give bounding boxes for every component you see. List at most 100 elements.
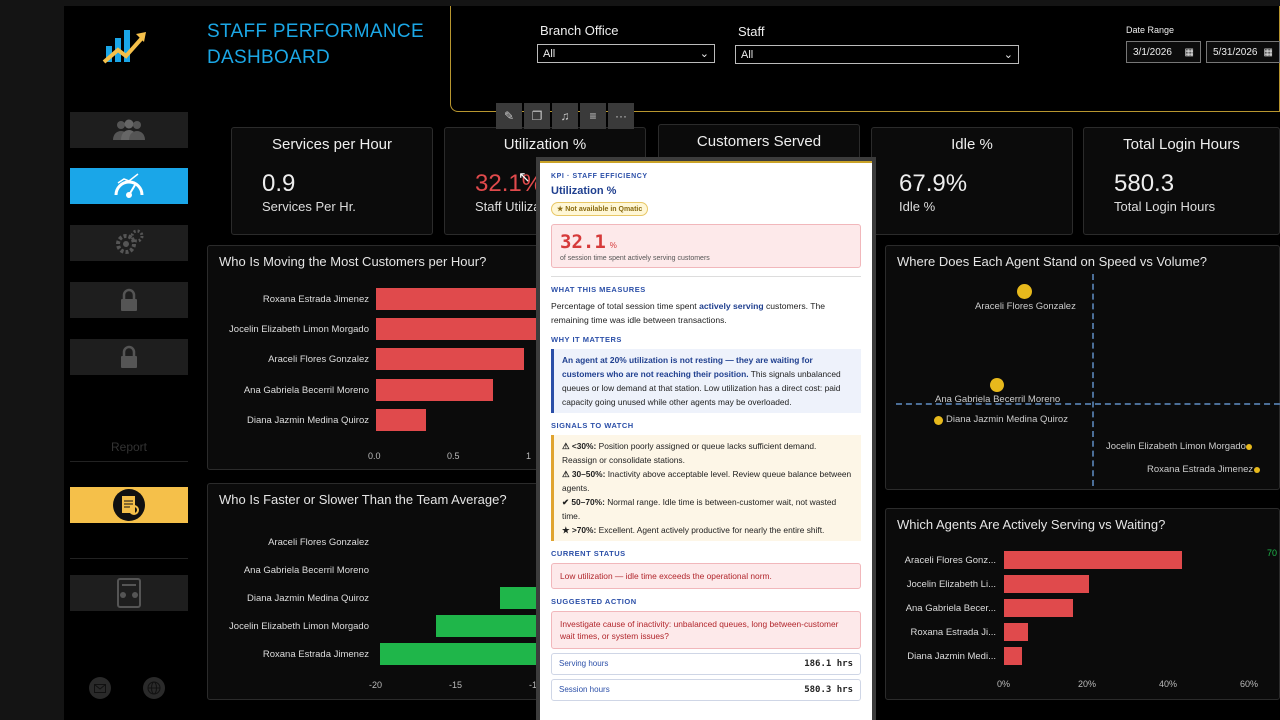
kpi-category: KPI · STAFF EFFICIENCY — [551, 173, 648, 180]
bar-label: Araceli Flores Gonzalez — [268, 354, 369, 365]
bar — [1004, 623, 1028, 641]
avg-y-line — [896, 403, 1280, 405]
bar — [380, 643, 536, 665]
nav-locked-1[interactable] — [70, 282, 188, 318]
signals-callout: ⚠ <30%: Position poorly assigned or queu… — [551, 435, 861, 541]
copy-icon[interactable]: ❐ — [524, 103, 550, 129]
app-logo-icon — [100, 24, 150, 70]
point-label: Araceli Flores Gonzalez — [975, 301, 1076, 312]
pin-icon[interactable]: ✎ — [496, 103, 522, 129]
bar-label: Diana Jazmin Medina Quiroz — [247, 415, 369, 426]
scatter-point — [1254, 467, 1260, 473]
scatter-point — [1246, 444, 1252, 450]
chart-title: Who Is Moving the Most Customers per Hou… — [219, 254, 487, 269]
bar — [1004, 599, 1073, 617]
kpi-title: Services per Hour — [271, 136, 393, 153]
chevron-down-icon: ⌄ — [1003, 49, 1013, 61]
scatter-point — [990, 378, 1004, 392]
section-heading: WHAT THIS MEASURES — [551, 285, 646, 294]
filter-icon[interactable]: ≡ — [580, 103, 606, 129]
scatter-point — [934, 416, 943, 425]
lock-icon — [121, 288, 137, 311]
chart-serving-panel: Which Agents Are Actively Serving vs Wai… — [885, 508, 1280, 700]
x-tick-label: -1 — [529, 680, 538, 690]
x-tick-label: 0.5 — [447, 451, 460, 461]
bar-label: Jocelin Elizabeth Limon Morgado — [229, 324, 369, 335]
bar — [500, 587, 536, 609]
chart-title: Which Agents Are Actively Serving vs Wai… — [897, 517, 1166, 532]
divider — [70, 461, 188, 462]
kpi-subtitle: Idle % — [899, 199, 936, 214]
chart-scatter-panel: Where Does Each Agent Stand on Speed vs … — [885, 245, 1280, 490]
bar-label: Roxana Estrada Jimenez — [262, 294, 369, 305]
kpi-subtitle: Services Per Hr. — [262, 199, 356, 214]
bar-label: Jocelin Elizabeth Li... — [906, 579, 996, 590]
globe-icon[interactable] — [143, 677, 165, 699]
point-label: Jocelin Elizabeth Limon Morgado — [1106, 441, 1246, 452]
kpi-value: 32.1% — [475, 170, 544, 197]
kpi-title: Utilization % — [503, 136, 587, 153]
kpi-title: Total Login Hours — [1123, 136, 1240, 153]
bar-label: Jocelin Elizabeth Limon Morgado — [229, 621, 369, 632]
bar-label: Diana Jazmin Medina Quiroz — [247, 593, 369, 604]
nav-report[interactable] — [70, 487, 188, 523]
bell-icon[interactable]: ♫ — [552, 103, 578, 129]
kpi-value: 67.9% — [899, 170, 968, 197]
value-box: 32.1% of session time spent actively ser… — [551, 224, 861, 268]
bar — [376, 409, 426, 431]
nav-settings[interactable] — [70, 225, 188, 261]
end-date-input[interactable]: 5/31/2026 ▦ — [1206, 41, 1280, 63]
nav-staff[interactable] — [70, 112, 188, 148]
kpi-title: Idle % — [951, 136, 993, 153]
people-icon — [113, 119, 145, 140]
status-box: Low utilization — idle time exceeds the … — [551, 563, 861, 589]
tooltip-title: Utilization % — [551, 185, 617, 197]
divider — [551, 276, 861, 277]
cursor-icon: ↖ — [518, 169, 531, 186]
agents-icon — [117, 578, 141, 608]
kpi-card-services[interactable]: Services per Hour 0.9 Services Per Hr. — [231, 127, 433, 235]
x-tick-label: 40% — [1159, 679, 1178, 689]
bar — [376, 318, 555, 340]
staff-select[interactable]: All ⌄ — [735, 45, 1019, 64]
bar — [376, 379, 493, 401]
section-heading: SUGGESTED ACTION — [551, 597, 637, 606]
x-tick-label: -15 — [449, 680, 463, 690]
nav-agents[interactable] — [70, 575, 188, 611]
bar-label: Diana Jazmin Medi... — [907, 651, 996, 662]
nav-locked-2[interactable] — [70, 339, 188, 375]
x-tick-label: 20% — [1078, 679, 1097, 689]
section-heading: CURRENT STATUS — [551, 549, 626, 558]
report-icon — [113, 489, 145, 521]
branch-select[interactable]: All ⌄ — [537, 44, 715, 63]
chart-faster-panel: Who Is Faster or Slower Than the Team Av… — [207, 483, 547, 700]
mail-icon[interactable] — [89, 677, 111, 699]
gears-icon — [116, 229, 144, 254]
point-label: Diana Jazmin Medina Quiroz — [946, 414, 1068, 425]
bar-label: Ana Gabriela Becer... — [905, 603, 996, 614]
kpi-subtitle: Total Login Hours — [1114, 199, 1216, 214]
staff-label: Staff — [738, 24, 765, 39]
kpi-card-login-hours[interactable]: Total Login Hours 580.3 Total Login Hour… — [1083, 127, 1280, 235]
bar-label: Ana Gabriela Becerril Moreno — [243, 565, 369, 576]
kpi-value: 0.9 — [262, 170, 296, 197]
page-title: STAFF PERFORMANCE DASHBOARD — [207, 21, 424, 68]
avg-x-line — [1092, 274, 1094, 486]
point-label: Roxana Estrada Jimenez — [1147, 464, 1254, 475]
nav-performance[interactable] — [70, 168, 188, 204]
more-options-button[interactable]: ··· — [608, 103, 634, 129]
bar — [1004, 551, 1182, 569]
start-date-input[interactable]: 3/1/2026 ▦ — [1126, 41, 1201, 63]
data-label: 70 — [1267, 548, 1278, 558]
metric-row: Serving hours 186.1 hrs — [551, 653, 861, 675]
x-tick-label: 60% — [1240, 679, 1259, 689]
kpi-card-idle[interactable]: Idle % 67.9% Idle % — [871, 127, 1073, 235]
report-label: Report — [110, 440, 148, 454]
bar-label: Araceli Flores Gonzalez — [268, 537, 369, 548]
kpi-value: 580.3 — [1114, 170, 1175, 197]
bar-label: Ana Gabriela Becerril Moreno — [243, 385, 369, 396]
action-box: Investigate cause of inactivity: unbalan… — [551, 611, 861, 649]
bar — [1004, 647, 1022, 665]
date-range-label: Date Range — [1126, 25, 1175, 35]
point-label: Ana Gabriela Becerril Moreno — [935, 394, 1061, 405]
